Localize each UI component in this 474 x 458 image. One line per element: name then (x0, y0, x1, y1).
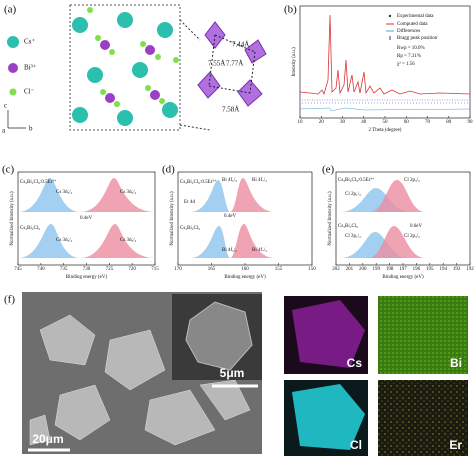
map-label: Er (449, 438, 462, 452)
x-tick-label: 80 (446, 120, 452, 125)
x-tick-label: 195 (426, 267, 434, 272)
peak: Cl 2p₁/₂ (345, 192, 361, 197)
panel-label: (b) (284, 4, 297, 16)
peak: Bi 4f₅/₂ (222, 178, 237, 183)
x-tick-label: 70 (425, 120, 431, 125)
x-axis-label: Binding energy (eV) (66, 275, 108, 280)
x-tick-label: 165 (208, 267, 216, 272)
sample: Cs₃Bi₂Cl₉:0.5Er³⁺ (180, 179, 217, 185)
axis-a: a (2, 127, 6, 135)
peak: Cs 3d₅/₂ (120, 238, 137, 243)
x-tick-label: 10 (298, 120, 304, 125)
peak: Bi 4f₇/₂ (252, 248, 267, 253)
stat: Rp = 7.31% (397, 54, 421, 59)
panel-e: (e) Cs₃Bi₂Cl₉:0.5Er³⁺ Cs₃Bi₂Cl₉ Cl 2p₁/₂… (322, 164, 471, 266)
y-axis-label: Normalized Intensity (a.u.) (170, 191, 175, 245)
scalebar-label: 5μm (220, 366, 245, 380)
x-tick-label: 90 (468, 120, 474, 125)
peak: Cs 3d₅/₂ (120, 190, 137, 195)
x-tick-label: 40 (361, 120, 367, 125)
x-tick-label: 150 (308, 267, 316, 272)
x-tick-label: 735 (60, 267, 68, 272)
legend-cl: Cl⁻ (24, 88, 35, 96)
y-axis-label: Normalized Intensity (a.u.) (328, 191, 333, 245)
x-tick-label: 50 (383, 120, 389, 125)
panel-a: (a) Cs⁺ Bi³⁺ Cl⁻ c a b 7.44Å 7.55Å 7.77Å… (2, 4, 267, 135)
stat: χ² = 1.56 (397, 61, 415, 67)
stat: Rwp = 10.0% (397, 46, 425, 51)
x-tick-label: 715 (151, 267, 159, 272)
legend-entry: Computed data (397, 22, 428, 27)
panel-b: (b) Experimental data Computed data Diff… (284, 4, 471, 119)
panel-c: (c) Cs₃Bi₂Cl₉:0.5Er³⁺ Cs₃Bi₂Cl₉ Cs 3d₃/₂… (2, 164, 156, 266)
x-tick-label: 160 (241, 267, 249, 272)
x-axis-label: Binding energy (eV) (382, 275, 424, 280)
shift: 0.4eV (224, 214, 236, 219)
sample: Cs₃Bi₂Cl₉:0.5Er³⁺ (20, 179, 57, 185)
x-tick-label: 745 (14, 267, 22, 272)
peak: Bi 4f₅/₂ (222, 248, 237, 253)
sample: Cs₃Bi₂Cl₉ (338, 224, 358, 229)
y-axis-label: Intensity (a.u.) (292, 47, 297, 77)
shift: 0.6eV (410, 224, 422, 229)
distance: 7.55Å (208, 60, 225, 68)
x-tick-label: 725 (106, 267, 114, 272)
x-tick-label: 197 (399, 267, 407, 272)
panel-f: (f) 5μm 20μm Cs Bi Cl Er (4, 292, 468, 456)
peak: Cs 3d₃/₂ (56, 238, 73, 243)
legend-entry: Differences (397, 29, 420, 34)
x-tick-label: 30 (340, 120, 346, 125)
sample: Cs₃Bi₂Cl₉ (20, 226, 40, 231)
map-label: Cs (347, 356, 363, 370)
legend-entry: Experimental data (397, 14, 434, 19)
legend-bi: Bi³⁺ (24, 64, 37, 72)
x-tick-label: 740 (37, 267, 45, 272)
x-tick-label: 200 (359, 267, 367, 272)
sample: Cs₃Bi₂Cl₉:0.5Er³⁺ (338, 177, 375, 183)
panel-label: (f) (4, 294, 15, 306)
panel-label: (a) (4, 4, 17, 16)
legend-cs: Cs⁺ (24, 38, 35, 46)
x-axis-label: 2 Theta (degree) (369, 128, 402, 133)
peak: Cl 2p₁/₂ (345, 234, 361, 239)
legend-entry: Bragg peak position (397, 36, 438, 41)
x-tick-label: 201 (346, 267, 354, 272)
x-tick-label: 720 (128, 267, 136, 272)
panel-label: (e) (322, 164, 335, 176)
distance: 7.44Å (232, 41, 249, 49)
x-tick-label: 194 (439, 267, 447, 272)
x-tick-label: 155 (275, 267, 283, 272)
panel-label: (c) (2, 164, 15, 176)
axis-c: c (4, 102, 7, 110)
map-label: Cl (350, 438, 362, 452)
x-tick-label: 20 (319, 120, 325, 125)
peak: Cl 2p₃/₂ (404, 178, 420, 183)
x-tick-label: 202 (332, 267, 340, 272)
shift: 0.4eV (80, 216, 92, 221)
y-axis-label: Normalized Intensity (a.u.) (10, 191, 15, 245)
scalebar-label: 20μm (32, 432, 63, 446)
distance: 7.77Å (226, 60, 243, 68)
x-tick-label: 196 (413, 267, 421, 272)
x-axis-label: Binding energy (eV) (224, 275, 266, 280)
panel-d: (d) Cs₃Bi₂Cl₉:0.5Er³⁺ Cs₃Bi₂Cl₉ Bi 4f₅/₂… (162, 164, 313, 266)
peak: Cs 3d₃/₂ (56, 190, 73, 195)
x-tick-label: 199 (372, 267, 380, 272)
axis-b: b (29, 125, 33, 133)
map-label: Bi (450, 356, 462, 370)
peak: Cl 2p₃/₂ (404, 234, 420, 239)
peak: Er 4d (184, 200, 195, 205)
x-tick-label: 730 (83, 267, 91, 272)
distance: 7.58Å (222, 106, 239, 114)
x-tick-label: 193 (453, 267, 461, 272)
peak: Bi 4f₇/₂ (252, 178, 267, 183)
x-tick-label: 198 (386, 267, 394, 272)
sample: Cs₃Bi₂Cl₉ (180, 226, 200, 231)
x-tick-label: 170 (174, 267, 182, 272)
panel-label: (d) (162, 164, 175, 176)
x-tick-label: 60 (404, 120, 410, 125)
x-tick-label: 192 (466, 267, 474, 272)
